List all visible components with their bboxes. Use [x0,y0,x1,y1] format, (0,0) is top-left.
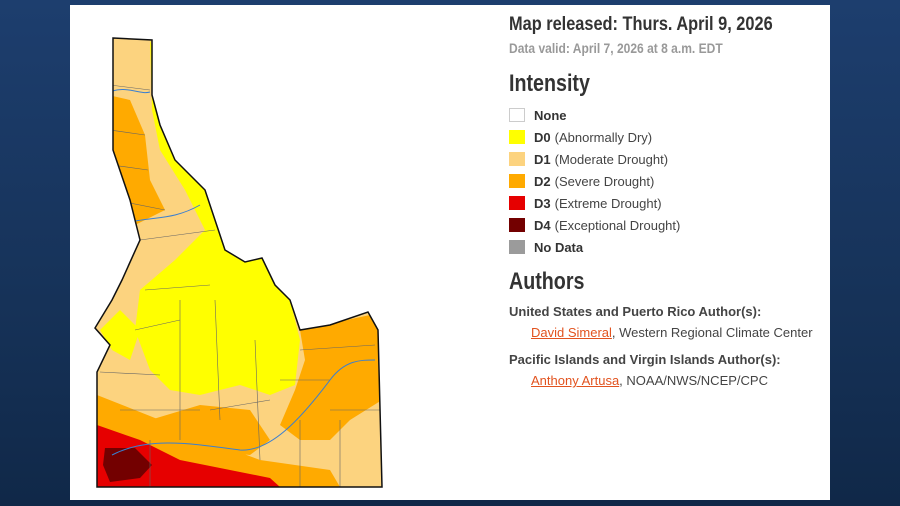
swatch [509,240,525,254]
county-lines [99,84,380,487]
legend-item-d1: D1 (Moderate Drought) [509,148,829,170]
swatch [509,108,525,122]
drought-monitor-panel: Map released: Thurs. April 9, 2026 Data … [70,5,830,500]
state-outline [94,37,383,488]
swatch [509,218,525,232]
legend-item-d4: D4 (Exceptional Drought) [509,214,829,236]
author-entry: Anthony Artusa, NOAA/NWS/NCEP/CPC [531,373,768,388]
legend-item-no-data: No Data [509,236,829,258]
intensity-legend: None D0 (Abnormally Dry) D1 (Moderate Drou… [509,104,829,258]
d0-area-west [100,310,140,360]
legend-item-d0: D0 (Abnormally Dry) [509,126,829,148]
author-group-label: Pacific Islands and Virgin Islands Autho… [509,352,781,367]
map-released-date: Map released: Thurs. April 9, 2026 [509,14,773,35]
author-link[interactable]: David Simeral [531,325,612,340]
intensity-heading: Intensity [509,70,590,97]
idaho-drought-map [94,37,383,488]
swatch [509,130,525,144]
legend-panel: Map released: Thurs. April 9, 2026 Data … [509,11,829,388]
swatch [509,174,525,188]
legend-item-none: None [509,104,829,126]
legend-item-d2: D2 (Severe Drought) [509,170,829,192]
swatch [509,152,525,166]
legend-item-d3: D3 (Extreme Drought) [509,192,829,214]
author-link[interactable]: Anthony Artusa [531,373,620,388]
d4-area [103,448,152,482]
data-valid-date: Data valid: April 7, 2026 at 8 a.m. EDT [509,40,723,56]
author-entry: David Simeral, Western Regional Climate … [531,325,813,340]
authors-heading: Authors [509,268,585,295]
swatch [509,196,525,210]
author-group-label: United States and Puerto Rico Author(s): [509,304,762,319]
